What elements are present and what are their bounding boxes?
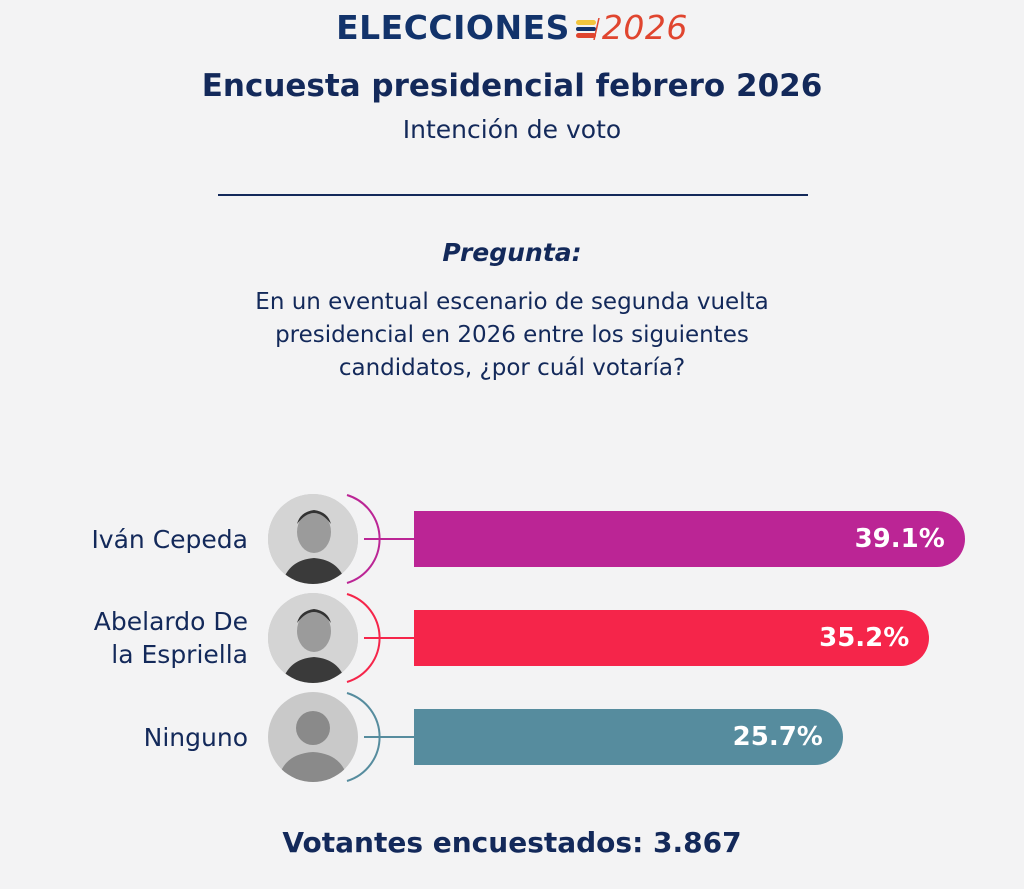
candidate-name: Iván Cepeda	[91, 523, 248, 556]
candidate-photo	[268, 494, 358, 584]
logo-year: 2026	[601, 8, 688, 47]
generic-person-avatar	[268, 692, 358, 782]
bar: 35.2%	[414, 610, 930, 666]
divider	[218, 194, 808, 196]
elecciones-2026-logo: ELECCIONES 2026	[0, 8, 1024, 47]
candidate-name-line: Iván Cepeda	[91, 524, 248, 554]
question-text: En un eventual escenario de segunda vuel…	[255, 289, 769, 381]
colombia-flag-icon	[575, 18, 600, 40]
candidate-name-line: la Espriella	[111, 640, 248, 669]
bar: 39.1%	[414, 511, 965, 567]
bar: 25.7%	[414, 709, 843, 765]
logo-word: ELECCIONES	[336, 8, 570, 47]
connector	[346, 593, 414, 683]
sample-size: Votantes encuestados: 3.867	[282, 826, 742, 859]
candidate-name: Ninguno	[144, 721, 248, 754]
bar-value-label: 39.1%	[854, 524, 945, 554]
connector	[346, 494, 414, 584]
bar-value-label: 25.7%	[732, 722, 823, 752]
candidate-photo	[268, 593, 358, 683]
page-subtitle: Intención de voto	[402, 115, 622, 144]
question-label: Pregunta:	[442, 238, 582, 267]
page-title: Encuesta presidencial febrero 2026	[201, 68, 823, 104]
bar-value-label: 35.2%	[819, 623, 910, 653]
candidate-name-line: Ninguno	[143, 722, 248, 752]
candidate-name: Abelardo De la Espriella	[94, 605, 248, 671]
person-photo-icon	[268, 593, 358, 683]
candidate-name-line: Abelardo De	[93, 607, 248, 636]
person-silhouette-icon	[278, 711, 348, 782]
person-photo-icon	[268, 494, 358, 584]
connector	[346, 692, 414, 782]
